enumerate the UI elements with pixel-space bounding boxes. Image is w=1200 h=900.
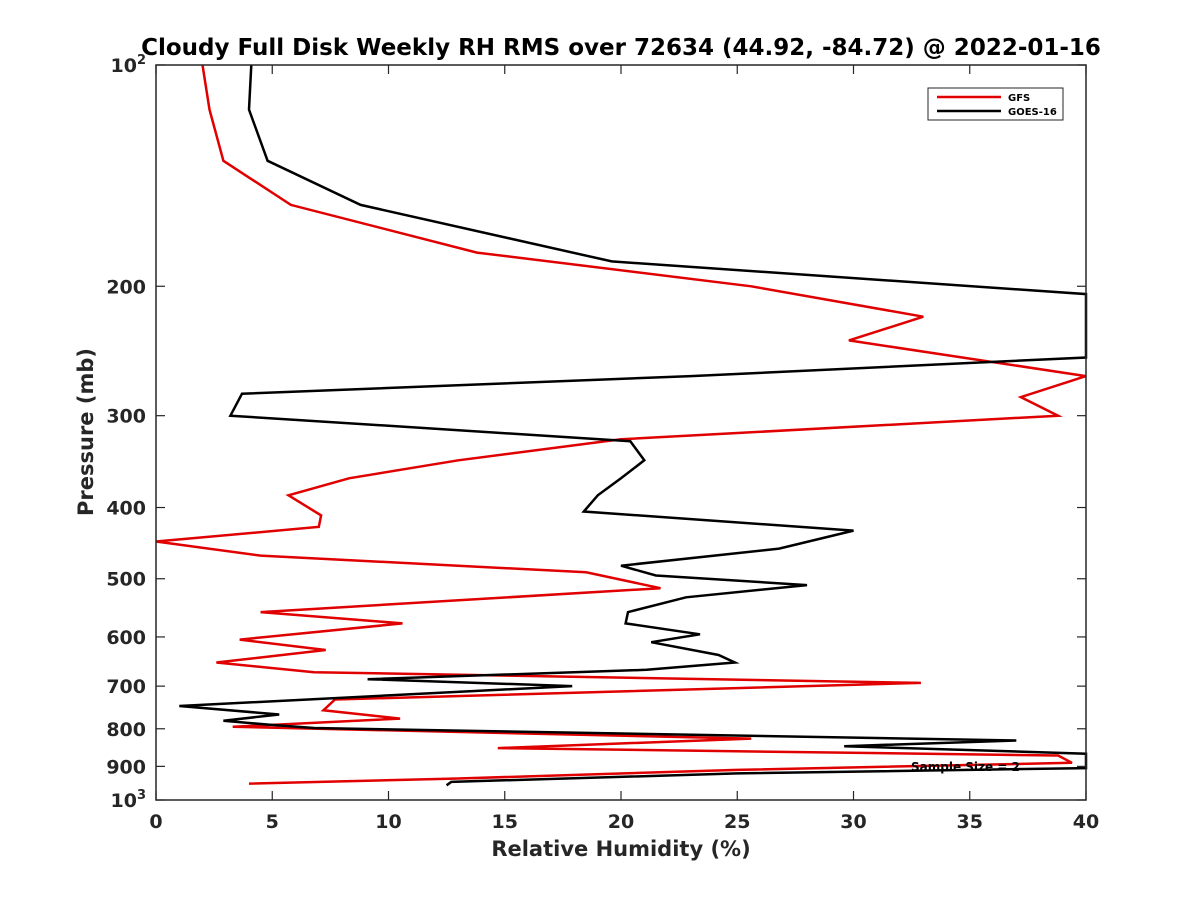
legend-label-gfs: GFS [1008,93,1030,104]
legend-label-goes16: GOES-16 [1008,107,1057,118]
series-layer [155,64,1088,787]
y-tick-label: 800 [106,719,146,741]
x-tick-label: 25 [724,811,750,833]
plot-area: 0 5 10 15 20 25 30 35 40 10220030040050060070080… [106,53,1099,833]
x-tick-label: 35 [957,811,983,833]
legend: GFS GOES-16 [927,87,1064,121]
x-tick-label: 5 [266,811,279,833]
y-tick-label: 400 [106,498,146,520]
x-tick-label: 10 [375,811,401,833]
y-tick-label: 700 [106,676,146,698]
sample-size-annotation: Sample Size = 2 [911,760,1020,774]
y-tick-label: 500 [106,569,146,591]
x-axis-label: Relative Humidity (%) [491,837,750,861]
x-tick-label: 30 [840,811,866,833]
x-tick-label: 40 [1073,811,1099,833]
series-line-goes16 [179,64,1088,787]
y-tick-label: 300 [106,406,146,428]
legend-box [927,87,1064,121]
x-axis-ticks: 0 5 10 15 20 25 30 35 40 [149,65,1099,833]
y-tick-label: 600 [106,627,146,649]
y-tick-label: 200 [106,276,146,298]
x-tick-label: 0 [149,811,162,833]
chart-title: Cloudy Full Disk Weekly RH RMS over 7263… [141,35,1101,61]
x-tick-label: 15 [492,811,518,833]
x-tick-label: 20 [608,811,634,833]
y-axis-label: Pressure (mb) [74,348,98,516]
series-line-gfs [155,64,1087,785]
y-tick-label: 900 [106,756,146,778]
